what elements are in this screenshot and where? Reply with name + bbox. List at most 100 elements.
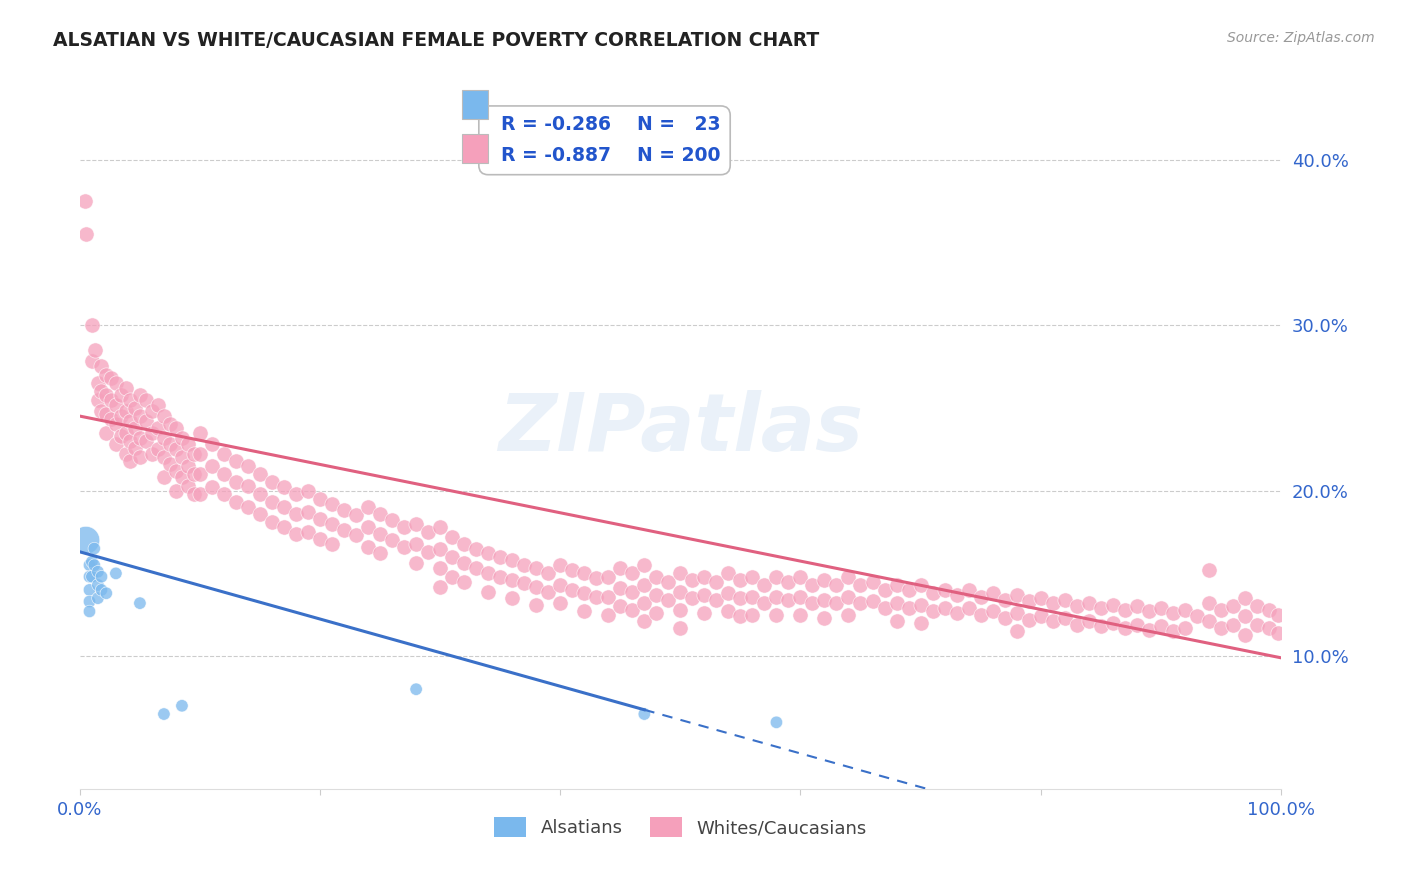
- Point: [129, 431, 152, 445]
- Point: [114, 447, 136, 461]
- Point: [129, 387, 152, 401]
- Point: [135, 414, 157, 428]
- Point: [789, 607, 811, 622]
- Point: [1090, 619, 1112, 633]
- Point: [141, 447, 163, 461]
- Point: [778, 592, 800, 607]
- Point: [994, 592, 1017, 607]
- Point: [441, 569, 464, 583]
- Point: [165, 483, 187, 498]
- Point: [110, 429, 132, 443]
- Point: [1209, 603, 1232, 617]
- Point: [1077, 596, 1099, 610]
- Point: [429, 561, 451, 575]
- Point: [90, 569, 112, 583]
- Point: [1066, 599, 1088, 614]
- Point: [225, 454, 247, 468]
- Point: [465, 541, 488, 556]
- Point: [87, 376, 110, 390]
- Point: [1222, 617, 1244, 632]
- Point: [1090, 601, 1112, 615]
- Point: [837, 569, 859, 583]
- Point: [548, 578, 571, 592]
- Point: [548, 558, 571, 572]
- Point: [1267, 607, 1289, 622]
- Point: [837, 607, 859, 622]
- Point: [1198, 596, 1220, 610]
- Point: [75, 227, 97, 241]
- Point: [297, 505, 319, 519]
- Point: [1137, 623, 1160, 637]
- Point: [1101, 598, 1123, 612]
- Point: [170, 470, 193, 484]
- Point: [285, 526, 308, 541]
- Point: [201, 458, 224, 473]
- Point: [96, 425, 118, 440]
- Point: [778, 574, 800, 589]
- Point: [669, 603, 692, 617]
- Point: [135, 434, 157, 448]
- Point: [633, 596, 655, 610]
- Point: [765, 569, 787, 583]
- Point: [333, 503, 356, 517]
- Point: [1053, 611, 1076, 625]
- Point: [124, 401, 146, 415]
- Point: [79, 594, 101, 608]
- Point: [477, 547, 499, 561]
- Point: [945, 606, 967, 620]
- Point: [1077, 615, 1099, 629]
- Point: [1005, 624, 1028, 639]
- Point: [146, 420, 169, 434]
- Point: [79, 604, 101, 618]
- Point: [561, 563, 583, 577]
- Point: [633, 615, 655, 629]
- Point: [1150, 619, 1173, 633]
- Point: [177, 478, 200, 492]
- Point: [537, 584, 560, 599]
- Point: [80, 354, 103, 368]
- Point: [501, 591, 523, 606]
- Point: [429, 520, 451, 534]
- Point: [100, 371, 122, 385]
- Point: [1161, 624, 1184, 639]
- Point: [717, 604, 740, 618]
- Point: [981, 586, 1004, 600]
- Point: [1233, 627, 1256, 641]
- Point: [368, 526, 391, 541]
- Point: [1053, 592, 1076, 607]
- Point: [910, 578, 932, 592]
- Point: [1114, 603, 1136, 617]
- Point: [873, 582, 896, 597]
- Point: [1125, 617, 1147, 632]
- Point: [524, 598, 547, 612]
- Point: [159, 417, 181, 432]
- Point: [249, 487, 271, 501]
- Point: [609, 599, 631, 614]
- Point: [129, 450, 152, 465]
- Point: [153, 431, 176, 445]
- Point: [236, 500, 259, 515]
- Point: [357, 500, 380, 515]
- Point: [129, 409, 152, 423]
- Point: [104, 566, 127, 581]
- Point: [79, 582, 101, 597]
- Point: [453, 557, 475, 571]
- Point: [730, 609, 752, 624]
- Point: [96, 387, 118, 401]
- Point: [693, 569, 716, 583]
- Point: [886, 578, 908, 592]
- Point: [1101, 615, 1123, 630]
- Point: [309, 532, 332, 546]
- Point: [837, 590, 859, 604]
- Point: [1005, 588, 1028, 602]
- Point: [1174, 621, 1197, 635]
- Point: [717, 566, 740, 581]
- Point: [1257, 603, 1279, 617]
- Point: [153, 409, 176, 423]
- Point: [104, 376, 127, 390]
- Point: [849, 596, 872, 610]
- Point: [621, 603, 644, 617]
- Point: [574, 604, 596, 618]
- Legend: Alsatians, Whites/Caucasians: Alsatians, Whites/Caucasians: [486, 810, 875, 845]
- Point: [159, 437, 181, 451]
